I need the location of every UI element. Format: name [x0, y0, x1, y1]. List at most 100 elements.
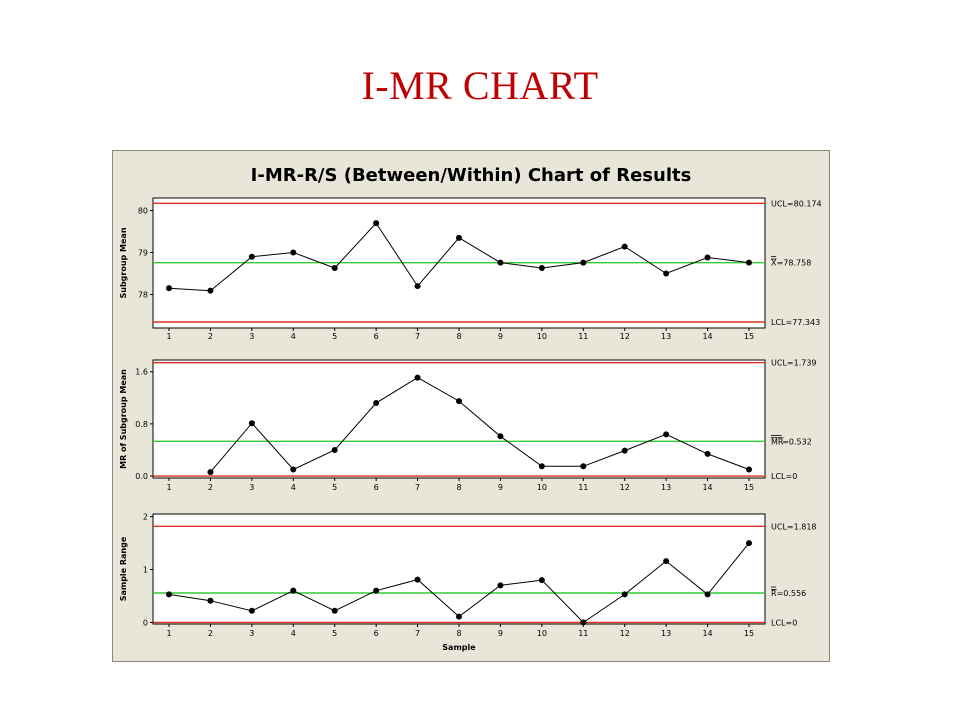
sample-range-xtick-label: 14: [702, 629, 712, 638]
mr-subgroup-mean-xtick-label: 8: [456, 483, 461, 492]
subgroup-mean-data-point: [248, 253, 255, 260]
sample-range-data-point: [580, 619, 587, 626]
mr-subgroup-mean-data-point: [290, 466, 297, 473]
subgroup-mean-data-point: [663, 270, 670, 277]
x-axis-label: Sample: [442, 643, 476, 652]
sample-range-center-symbol: R: [771, 589, 777, 598]
mr-subgroup-mean-ylabel: MR of Subgroup Mean: [119, 369, 128, 469]
mr-subgroup-mean-data-point: [497, 433, 504, 440]
sample-range-xtick-label: 13: [661, 629, 671, 638]
sample-range-data-point: [663, 558, 670, 565]
sample-range-xtick-label: 2: [208, 629, 213, 638]
sample-range-data-point: [621, 591, 628, 598]
subgroup-mean-data-point: [621, 243, 628, 250]
subgroup-mean-xtick-label: 5: [332, 332, 337, 341]
sample-range-data-point: [166, 591, 172, 598]
subgroup-mean-data-point: [373, 220, 380, 227]
mr-subgroup-mean-series-line: [210, 377, 750, 473]
sample-range-data-point: [331, 607, 338, 614]
subgroup-mean-data-point: [414, 283, 421, 290]
subgroup-mean-xtick-label: 4: [291, 332, 296, 341]
sample-range-center-label: =0.556: [777, 589, 807, 598]
sample-range-ytick-label: 0: [143, 618, 148, 627]
mr-subgroup-mean-xtick-label: 2: [208, 483, 213, 492]
imr-chart: I-MR-R/S (Between/Within) Chart of Resul…: [119, 165, 822, 652]
subgroup-mean-data-point: [290, 249, 297, 256]
subgroup-mean-ytick-label: 80: [138, 207, 148, 216]
mr-subgroup-mean-ucl-label: UCL=1.739: [771, 359, 817, 368]
subgroup-mean-xtick-label: 3: [249, 332, 254, 341]
subgroup-mean-xtick-label: 14: [702, 332, 712, 341]
mr-subgroup-mean-data-point: [248, 420, 255, 427]
sample-range-data-point: [538, 577, 545, 584]
mr-subgroup-mean-data-point: [207, 469, 214, 476]
sample-range-xtick-label: 8: [456, 629, 461, 638]
mr-subgroup-mean-xtick-label: 6: [374, 483, 379, 492]
mr-subgroup-mean-lcl-label: LCL=0: [771, 472, 797, 481]
sample-range-data-point: [746, 540, 752, 547]
subgroup-mean-data-point: [456, 234, 462, 241]
mr-subgroup-mean-xtick-label: 7: [415, 483, 420, 492]
mr-subgroup-mean-xtick-label: 5: [332, 483, 337, 492]
subgroup-mean-data-point: [538, 265, 545, 272]
sample-range-data-point: [207, 597, 214, 604]
sample-range-data-point: [414, 576, 421, 583]
mr-subgroup-mean-plot-area: [152, 359, 766, 479]
subgroup-mean-center-label: =78.758: [777, 259, 812, 268]
sample-range-lcl-label: LCL=0: [771, 618, 797, 627]
mr-subgroup-mean-ytick-label: 1.6: [135, 368, 148, 377]
sample-range-data-point: [456, 613, 462, 620]
subgroup-mean-data-point: [207, 287, 214, 294]
subgroup-mean-lcl-label: LCL=77.343: [771, 318, 820, 327]
sample-range-xtick-label: 4: [291, 629, 296, 638]
subgroup-mean-xtick-label: 12: [620, 332, 630, 341]
subgroup-mean-data-point: [704, 254, 711, 261]
mr-subgroup-mean-xtick-label: 14: [702, 483, 712, 492]
sample-range-data-point: [497, 582, 504, 589]
sample-range-xtick-label: 15: [744, 629, 754, 638]
mr-subgroup-mean-xtick-label: 12: [620, 483, 630, 492]
subgroup-mean-ytick-label: 79: [138, 249, 148, 258]
slide-title: I-MR CHART: [361, 63, 599, 108]
mr-subgroup-mean-xtick-label: 15: [744, 483, 754, 492]
mr-subgroup-mean-ytick-label: 0.8: [135, 420, 148, 429]
mr-subgroup-mean-xtick-label: 11: [578, 483, 588, 492]
sample-range-xtick-label: 5: [332, 629, 337, 638]
subgroup-mean-xtick-label: 8: [456, 332, 461, 341]
sample-range-xtick-label: 10: [537, 629, 547, 638]
subgroup-mean-xtick-label: 11: [578, 332, 588, 341]
sample-range-data-point: [373, 587, 380, 594]
mr-subgroup-mean-center-symbol: MR: [771, 437, 784, 446]
subgroup-mean-ucl-label: UCL=80.174: [771, 199, 822, 208]
mr-subgroup-mean-xtick-label: 4: [291, 483, 296, 492]
sample-range-plot-area: [152, 513, 766, 625]
subgroup-mean-data-point: [746, 259, 752, 266]
subgroup-mean-xtick-label: 13: [661, 332, 671, 341]
sample-range-ucl-label: UCL=1.818: [771, 522, 817, 531]
chart-title: I-MR-R/S (Between/Within) Chart of Resul…: [251, 165, 692, 186]
sample-range-data-point: [290, 587, 297, 594]
sample-range-xtick-label: 1: [166, 629, 171, 638]
subgroup-mean-xtick-label: 1: [166, 332, 171, 341]
mr-subgroup-mean-data-point: [331, 446, 338, 453]
subgroup-mean-data-point: [166, 285, 172, 292]
subgroup-mean-data-point: [497, 259, 504, 266]
subgroup-mean-xtick-label: 2: [208, 332, 213, 341]
sample-range-ytick-label: 1: [143, 566, 148, 575]
subgroup-mean-xtick-label: 15: [744, 332, 754, 341]
mr-subgroup-mean-ytick-label: 0.0: [135, 472, 148, 481]
mr-subgroup-mean-data-point: [538, 463, 545, 470]
sample-range-xtick-label: 3: [249, 629, 254, 638]
subgroup-mean-ylabel: Subgroup Mean: [119, 227, 128, 298]
sample-range-data-point: [704, 591, 711, 598]
mr-subgroup-mean-data-point: [456, 398, 462, 405]
subgroup-mean-xtick-label: 6: [374, 332, 379, 341]
mr-subgroup-mean-xtick-label: 13: [661, 483, 671, 492]
subgroup-mean-data-point: [580, 259, 587, 266]
sample-range-ytick-label: 2: [143, 513, 148, 522]
mr-subgroup-mean-data-point: [580, 463, 587, 470]
mr-subgroup-mean-data-point: [746, 466, 752, 473]
mr-subgroup-mean-center-label: =0.532: [782, 437, 812, 446]
mr-subgroup-mean-data-point: [414, 374, 421, 381]
subgroup-mean-center-symbol: X: [771, 259, 777, 268]
